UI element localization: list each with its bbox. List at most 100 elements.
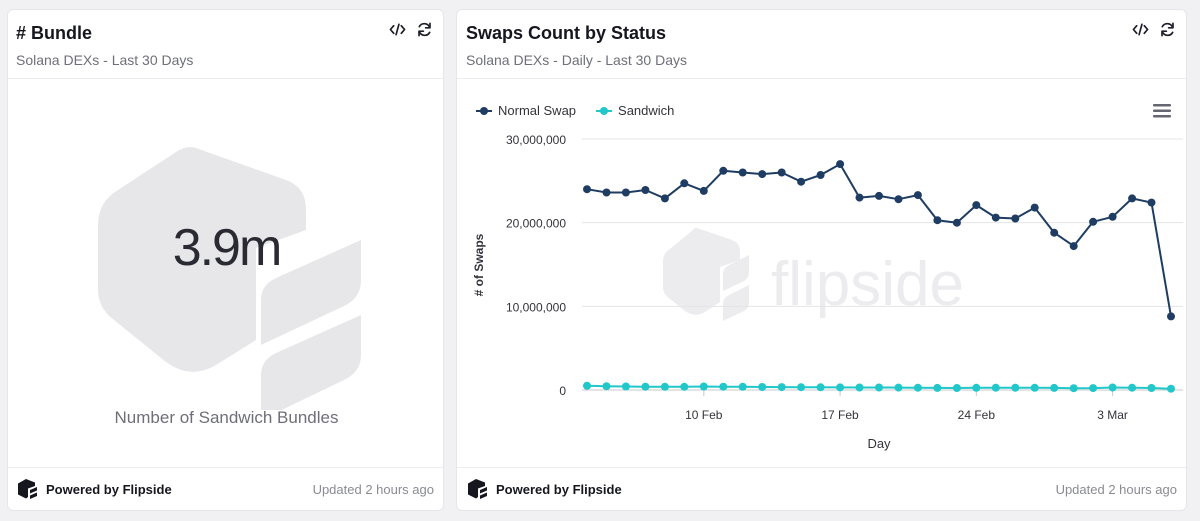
- data-point-normal-swap: [660, 194, 669, 203]
- data-point-normal-swap: [583, 185, 591, 194]
- bundle-count-value: 3.9m: [172, 219, 283, 277]
- data-point-sandwich: [660, 382, 669, 391]
- hamburger-menu-icon[interactable]: [1153, 103, 1171, 119]
- data-point-normal-swap: [641, 186, 650, 194]
- data-point-sandwich: [602, 382, 611, 391]
- data-point-normal-swap: [972, 201, 981, 210]
- flipside-logo-icon: [468, 479, 487, 499]
- data-point-normal-swap: [894, 195, 903, 204]
- data-point-sandwich: [1089, 384, 1098, 393]
- watermark-text: flipside: [771, 250, 964, 319]
- card-header: Swaps Count by Status Solana DEXs - Dail…: [457, 10, 1186, 79]
- data-point-normal-swap: [952, 218, 961, 227]
- data-point-normal-swap: [1069, 242, 1078, 251]
- card-footer: Powered by Flipside Updated 2 hours ago: [8, 467, 443, 510]
- refresh-icon[interactable]: [416, 21, 433, 38]
- data-point-normal-swap: [1167, 312, 1175, 321]
- card-title: Swaps Count by Status: [466, 23, 667, 43]
- updated-timestamp: Updated 2 hours ago: [1055, 482, 1177, 497]
- data-point-sandwich: [1050, 383, 1059, 392]
- x-axis-title: Day: [867, 436, 891, 451]
- data-point-normal-swap: [913, 191, 922, 200]
- data-point-sandwich: [641, 382, 650, 391]
- legend-marker-icon: [476, 106, 492, 115]
- legend-label: Normal Swap: [498, 103, 577, 118]
- legend-marker-icon: [596, 106, 613, 115]
- data-point-normal-swap: [1011, 214, 1020, 223]
- x-tick-label: 24 Feb: [958, 408, 996, 422]
- data-point-sandwich: [1147, 384, 1156, 392]
- flipside-watermark: flipside: [663, 227, 964, 321]
- bundle-card: # Bundle Solana DEXs - Last 30 Days 3.9m…: [7, 9, 444, 511]
- data-point-normal-swap: [1128, 194, 1137, 203]
- data-point-sandwich: [816, 383, 825, 392]
- powered-by-label: Powered by Flipside: [46, 481, 172, 497]
- data-point-normal-swap: [1147, 198, 1156, 207]
- data-point-sandwich: [972, 383, 981, 392]
- data-point-sandwich: [1069, 384, 1078, 393]
- data-point-normal-swap: [875, 191, 883, 200]
- chart-legend: Normal Swap Sandwich: [476, 103, 674, 118]
- x-tick-label: 3 Mar: [1097, 408, 1128, 422]
- x-tick-label: 10 Feb: [685, 408, 723, 422]
- legend-item-normal-swap[interactable]: Normal Swap: [476, 103, 576, 118]
- code-icon[interactable]: [1132, 21, 1149, 38]
- data-point-normal-swap: [855, 193, 864, 202]
- swaps-line-chart: flipside 0 10,000,000 20,000,000 30,000,000…: [472, 133, 1183, 451]
- y-tick-label: 20,000,000: [506, 217, 566, 231]
- refresh-icon[interactable]: [1159, 21, 1176, 38]
- code-icon[interactable]: [389, 21, 406, 38]
- data-point-sandwich: [855, 383, 864, 392]
- data-point-sandwich: [797, 383, 806, 392]
- data-point-normal-swap: [602, 188, 611, 197]
- data-point-sandwich: [952, 384, 961, 392]
- data-point-sandwich: [1011, 383, 1020, 392]
- y-tick-label: 30,000,000: [506, 133, 566, 147]
- data-point-sandwich: [699, 382, 708, 391]
- card-title: # Bundle: [16, 23, 93, 43]
- data-point-sandwich: [777, 383, 786, 392]
- data-point-sandwich: [1167, 384, 1175, 393]
- data-point-normal-swap: [621, 188, 630, 197]
- legend-item-sandwich[interactable]: Sandwich: [596, 103, 674, 118]
- data-point-sandwich: [758, 383, 767, 391]
- data-point-sandwich: [583, 381, 591, 390]
- data-point-normal-swap: [1089, 217, 1098, 226]
- data-point-sandwich: [913, 383, 922, 392]
- y-tick-label: 0: [559, 384, 566, 398]
- y-axis-title: # of Swaps: [472, 233, 486, 296]
- data-point-normal-swap: [699, 186, 708, 195]
- data-point-normal-swap: [816, 171, 825, 179]
- powered-by-link[interactable]: Powered by Flipside: [466, 478, 622, 500]
- legend-label: Sandwich: [618, 103, 675, 118]
- data-point-normal-swap: [738, 168, 747, 177]
- data-point-sandwich: [875, 383, 883, 392]
- metric-label: Number of Sandwich Bundles: [114, 408, 339, 427]
- data-point-normal-swap: [758, 170, 767, 179]
- powered-by-link[interactable]: Powered by Flipside: [16, 478, 172, 500]
- data-point-sandwich: [991, 383, 1000, 392]
- data-point-normal-swap: [1050, 228, 1059, 237]
- card-subtitle: Solana DEXs - Daily - Last 30 Days: [466, 52, 687, 68]
- data-point-sandwich: [738, 382, 747, 391]
- data-point-sandwich: [933, 383, 942, 392]
- data-point-normal-swap: [680, 179, 689, 188]
- flipside-logo-icon: [18, 479, 37, 499]
- data-point-normal-swap: [719, 166, 728, 175]
- swaps-chart-card: Swaps Count by Status Solana DEXs - Dail…: [456, 9, 1187, 511]
- data-point-normal-swap: [836, 160, 845, 169]
- data-point-normal-swap: [933, 216, 942, 225]
- data-point-sandwich: [1128, 383, 1137, 392]
- card-header: # Bundle Solana DEXs - Last 30 Days: [8, 10, 443, 79]
- data-point-normal-swap: [1108, 212, 1117, 221]
- data-point-sandwich: [680, 382, 689, 391]
- x-tick-label: 17 Feb: [821, 408, 859, 422]
- data-point-normal-swap: [797, 177, 806, 186]
- flipside-watermark-logo: [98, 147, 361, 410]
- powered-by-label: Powered by Flipside: [496, 481, 622, 497]
- data-point-normal-swap: [777, 168, 786, 177]
- updated-timestamp: Updated 2 hours ago: [312, 482, 434, 497]
- data-point-sandwich: [621, 382, 630, 391]
- data-point-sandwich: [836, 383, 845, 392]
- data-point-normal-swap: [1030, 203, 1039, 212]
